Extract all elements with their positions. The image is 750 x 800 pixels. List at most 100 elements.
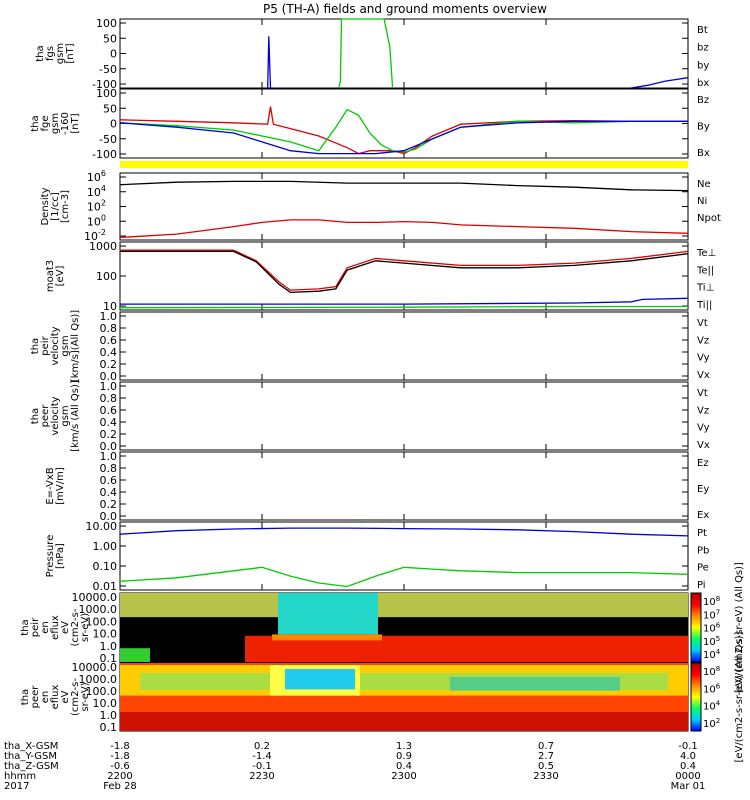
ylabel: gsm [50, 113, 61, 134]
xaxis-value: 0.4 [396, 761, 412, 772]
ylabel: [nPa] [55, 543, 66, 569]
ytick-label: 0.0 [100, 510, 118, 523]
spec-hot [285, 669, 355, 690]
ytick-label: 10000.0 [72, 661, 118, 674]
ytick-label: 50 [103, 32, 117, 45]
ylabel: tha [35, 45, 46, 61]
legend-Te||: Te|| [696, 265, 714, 276]
ylabel: velocity [50, 396, 61, 435]
legend-Vy: Vy [697, 353, 710, 364]
xaxis-value: 0.5 [538, 761, 554, 772]
ytick-label: 100.0 [86, 615, 118, 628]
legend-bz: bz [697, 43, 709, 54]
spec-hot [278, 593, 378, 635]
colorbar-tick: 107 [703, 608, 720, 621]
ytick-label: 100 [96, 87, 117, 100]
legend-Vy: Vy [697, 423, 710, 434]
legend-Ey: Ey [697, 484, 709, 495]
ylabel: peer [40, 404, 51, 428]
series-Pe [119, 566, 689, 588]
panel-frame [119, 521, 689, 591]
ytick-label: 10.0 [93, 628, 118, 641]
xaxis-value: 0.9 [396, 751, 412, 762]
xaxis-value: 2330 [533, 771, 558, 782]
ytick-label: 1.0 [100, 709, 118, 722]
legend-By: By [697, 122, 710, 133]
legend-Pb: Pb [697, 545, 709, 556]
spectrogram-peir_en [120, 593, 688, 662]
ytick-label: 1.0 [100, 450, 118, 463]
legend-Bx: Bx [697, 148, 710, 159]
series-Ti|| [119, 305, 688, 309]
series-Te⊥ [120, 249, 689, 291]
series-By [119, 108, 688, 153]
ytick-label: 0.4 [100, 486, 118, 499]
ytick-label: 0.10 [93, 560, 118, 573]
ylabel: [eV] [55, 266, 66, 287]
ytick-label: 100 [87, 213, 106, 228]
ylabel: moat3 [45, 260, 56, 292]
ytick-label: 0.2 [100, 498, 118, 511]
ylabel: [cm-3] [60, 190, 71, 223]
ylabel: -160 [60, 112, 71, 135]
ytick-label: 0.8 [100, 392, 118, 405]
colorbar-tick: 104 [703, 700, 721, 713]
legend-Bt: Bt [697, 25, 708, 36]
series-Ti⊥ [120, 297, 689, 305]
ytick-label: 0.01 [93, 580, 118, 593]
xaxis-value: 0.7 [538, 741, 554, 752]
colorbar-1 [690, 592, 702, 663]
panel-frame [119, 451, 689, 521]
ytick-label: 1000.0 [79, 603, 118, 616]
legend-Vt: Vt [697, 318, 708, 329]
ytick-label: 0.4 [100, 346, 118, 359]
panel-frame [119, 311, 689, 381]
panel-peer [119, 381, 689, 451]
ytick-label: 10.0 [93, 697, 118, 710]
ytick-label: -100 [92, 148, 117, 161]
ytick-label: 0 [110, 118, 117, 131]
panel-fge [119, 88, 689, 168]
ytick-label: 0.1 [100, 721, 118, 734]
ytick-label: 10.00 [86, 520, 118, 533]
xaxis-value: Feb 28 [103, 781, 137, 792]
ylabel: peir [30, 617, 41, 637]
series-Bx [119, 120, 688, 155]
colorbar-tick: 106 [703, 622, 721, 635]
xaxis-value: 0.2 [254, 741, 270, 752]
ytick-label: 100 [96, 270, 117, 283]
panel-frame [119, 18, 689, 89]
ylabel: Density [40, 187, 51, 225]
ytick-label: 1.0 [100, 380, 118, 393]
panel-temp [119, 241, 689, 311]
series-bx [631, 77, 689, 89]
ylabel: [km/s](All Qs)] [70, 310, 81, 382]
ytick-label: -50 [99, 133, 117, 146]
legend-Bz: Bz [697, 95, 709, 106]
ytick-label: 104 [87, 184, 106, 199]
legend-Vt: Vt [697, 388, 708, 399]
ytick-label: 1000 [89, 240, 117, 253]
ylabel: tha [30, 115, 41, 131]
ytick-label: -50 [99, 63, 117, 76]
panel-pressure [119, 521, 689, 591]
spec-left [120, 648, 150, 662]
ytick-label: 0 [110, 48, 117, 61]
ytick-label: 1.0 [100, 640, 118, 653]
legend-Pt: Pt [697, 528, 707, 539]
panel-fgs [119, 18, 689, 89]
ylabel: [mV/m] [55, 467, 66, 505]
ytick-label: 106 [87, 169, 106, 184]
ytick-label: 1.0 [100, 310, 118, 323]
legend-bx: bx [697, 78, 709, 89]
panel-peir [119, 311, 689, 381]
xaxis-value: 4.0 [680, 751, 696, 762]
xaxis-row-label: hhmm [4, 771, 36, 782]
series-Ne [119, 219, 689, 239]
ylabel: en [40, 621, 51, 634]
panel-peir_en [119, 592, 689, 663]
colorbar-tick: 106 [703, 682, 721, 695]
series-Pt [119, 527, 689, 537]
xaxis-value: 1.3 [396, 741, 412, 752]
